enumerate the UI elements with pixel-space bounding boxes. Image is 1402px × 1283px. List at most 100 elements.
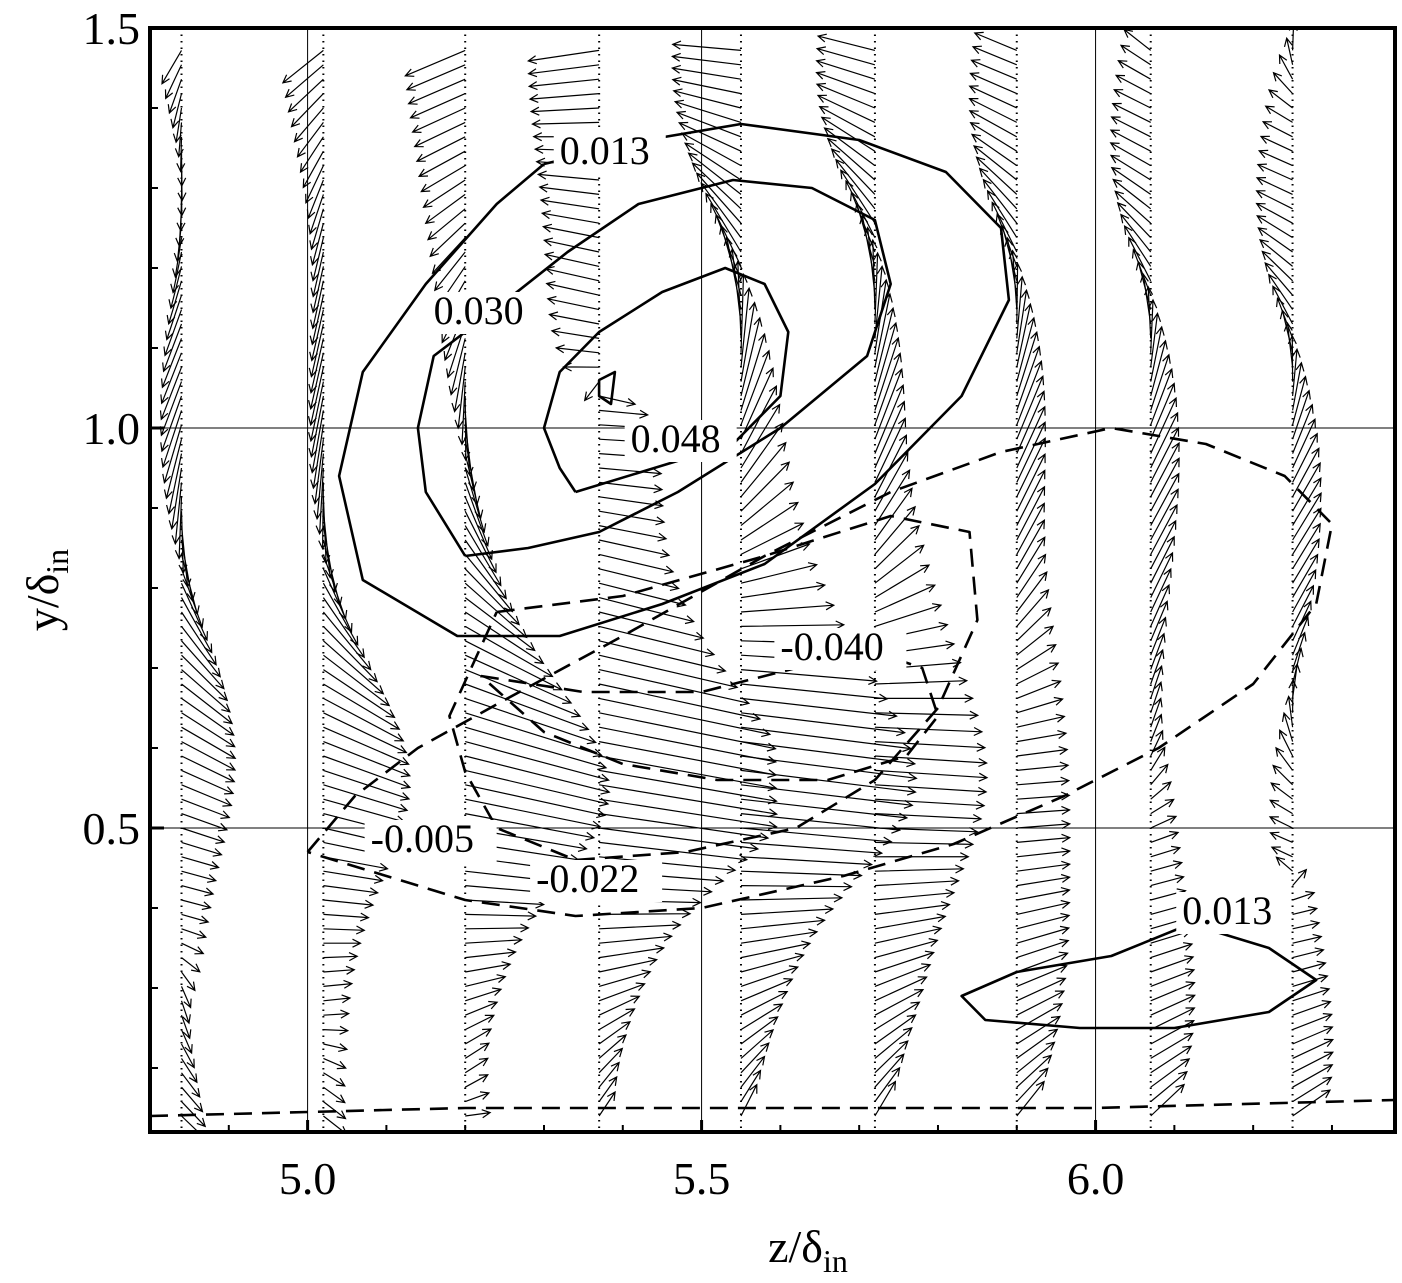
velocity-vector (695, 172, 742, 224)
velocity-vector (1292, 1076, 1333, 1103)
velocity-vector (1264, 261, 1294, 296)
velocity-vector (1016, 912, 1071, 930)
velocity-vector (599, 909, 692, 919)
velocity-vector (1150, 713, 1163, 742)
velocity-vector (465, 726, 608, 771)
velocity-vector (411, 107, 466, 133)
velocity-vector (874, 876, 960, 887)
velocity-vector (1114, 74, 1151, 95)
velocity-vector (975, 156, 1018, 195)
contour-labels: 0.013 0.030 0.048 -0.040 -0.005 -0.022 0.013 (364, 128, 1289, 934)
velocity-vector (174, 496, 184, 560)
velocity-vector (308, 381, 324, 443)
velocity-vector (598, 625, 716, 658)
velocity-vector (168, 467, 183, 531)
velocity-vector (323, 912, 370, 922)
velocity-vector (1150, 746, 1166, 771)
velocity-vector (1016, 887, 1071, 901)
velocity-vector (1109, 142, 1151, 167)
velocity-vector (874, 988, 925, 1016)
velocity-vector (740, 481, 795, 527)
velocity-vector (180, 1058, 198, 1084)
contour-lines (150, 122, 1395, 1118)
velocity-vector (1120, 213, 1152, 253)
velocity-vector (1292, 522, 1321, 570)
velocity-vector (874, 336, 901, 411)
velocity-vector (740, 620, 846, 630)
y-tick-label: 1.5 (83, 3, 141, 54)
velocity-vector (465, 784, 607, 819)
velocity-vector (323, 938, 362, 948)
velocity-vector (675, 110, 742, 138)
velocity-vector (830, 148, 876, 195)
velocity-vector (1016, 536, 1046, 584)
velocity-vector (740, 769, 917, 796)
velocity-vector (1114, 190, 1152, 224)
velocity-vector (180, 1043, 195, 1069)
velocity-vector (181, 1115, 200, 1132)
velocity-vector (1016, 275, 1027, 339)
velocity-vector (180, 611, 217, 666)
gridlines (150, 28, 1395, 1132)
velocity-vector (1150, 981, 1196, 1002)
velocity-vector (1292, 361, 1305, 411)
velocity-vector (1150, 942, 1194, 959)
velocity-vector (1281, 711, 1294, 742)
velocity-vector (323, 952, 359, 962)
velocity-vector (874, 1014, 917, 1045)
contour-label: 0.030 (434, 288, 524, 333)
velocity-vector (1256, 215, 1293, 239)
velocity-vector (969, 72, 1018, 95)
velocity-vector (1257, 149, 1293, 167)
velocity-vector (413, 121, 466, 148)
velocity-vector (874, 950, 935, 973)
velocity-vector (845, 179, 876, 238)
velocity-vector (1255, 190, 1293, 210)
velocity-vector (740, 461, 791, 512)
velocity-vector (1259, 135, 1293, 152)
velocity-vector (1150, 994, 1196, 1016)
x-axis-title-main: z/δ (768, 1221, 823, 1272)
velocity-vector (1016, 1080, 1045, 1117)
contour-label-bg (774, 628, 907, 670)
velocity-vector (1261, 250, 1294, 282)
velocity-vector (820, 116, 876, 152)
velocity-vector (691, 162, 742, 210)
velocity-vector (1150, 411, 1179, 469)
velocity-vector (740, 1083, 758, 1117)
contour-label: 0.013 (560, 128, 650, 173)
velocity-vector (1109, 154, 1152, 181)
velocity-vector (464, 539, 507, 600)
velocity-vector (1291, 347, 1301, 397)
velocity-vector (1272, 764, 1294, 786)
velocity-vector (740, 741, 917, 768)
velocity-vector (874, 505, 916, 555)
velocity-vector (740, 1029, 775, 1059)
velocity-vector (874, 584, 937, 613)
velocity-vector (1016, 977, 1067, 1002)
velocity-vector (161, 410, 183, 469)
velocity-vector (465, 948, 517, 959)
velocity-vector (167, 78, 183, 115)
velocity-vector (1016, 899, 1071, 915)
velocity-vector (1016, 860, 1072, 872)
velocity-vector (1119, 44, 1152, 66)
velocity-vector (181, 813, 229, 832)
velocity-vector (323, 885, 380, 897)
velocity-vector (1016, 607, 1052, 642)
velocity-vector (415, 136, 466, 162)
velocity-vector (874, 741, 987, 752)
y-axis-title: y/δin (17, 549, 75, 631)
velocity-vector (874, 693, 975, 703)
velocity-vector (599, 920, 682, 930)
velocity-vector (816, 94, 876, 123)
velocity-vector (1272, 285, 1294, 325)
velocity-vector (426, 208, 466, 241)
velocity-vector (978, 167, 1018, 210)
velocity-vector (323, 1009, 351, 1019)
velocity-vector (181, 971, 196, 992)
velocity-vector (1292, 1000, 1332, 1016)
velocity-vector (874, 417, 907, 483)
velocity-vector (465, 923, 530, 933)
velocity-vector (181, 928, 208, 939)
